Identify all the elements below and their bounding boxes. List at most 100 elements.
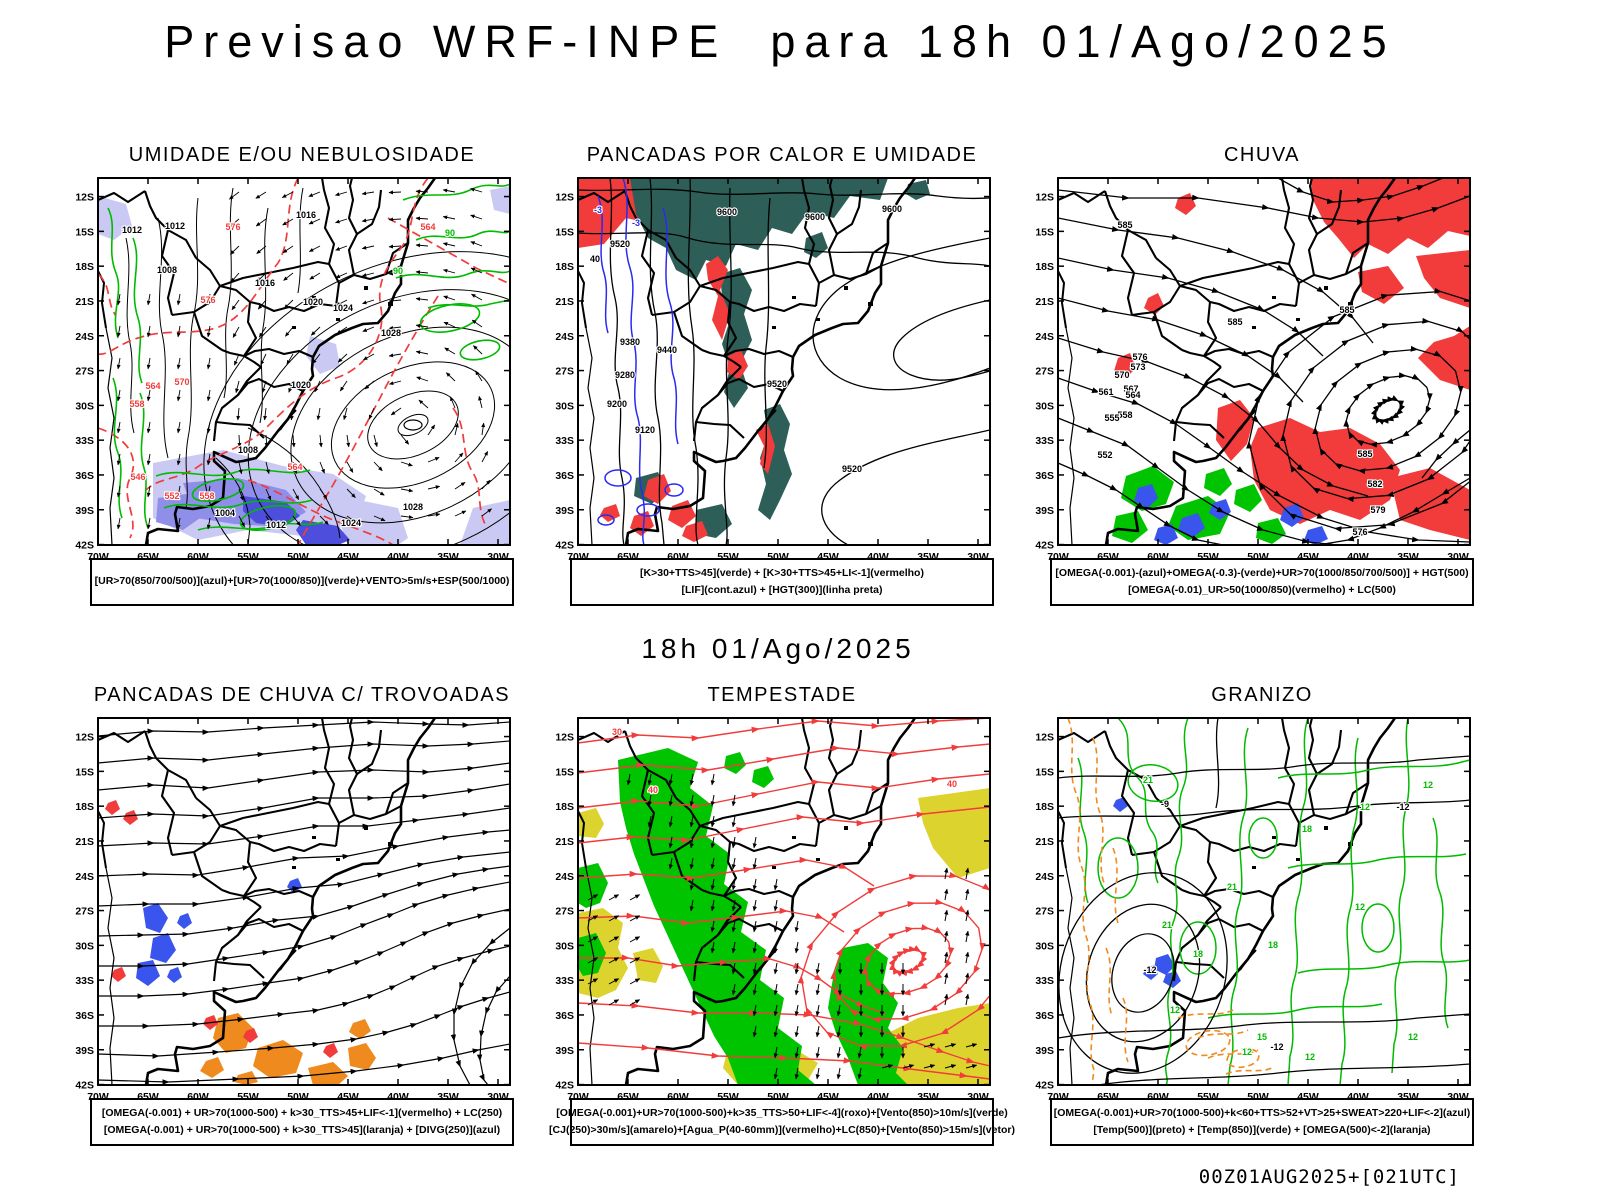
contour-value-label: 585 [1227,317,1242,327]
wind-vector [265,488,272,501]
wind-vector [257,272,267,282]
lat-tick-label: 39S [1035,505,1054,517]
wind-vector [285,326,294,337]
wind-vector [309,299,321,308]
wind-vector [308,218,321,225]
shaded-region [143,903,168,933]
wind-vector [334,191,348,197]
caption-line: [LIF](cont.azul) + [HGT(300)](linha pret… [681,583,883,596]
wind-vector [881,1064,894,1069]
wind-vector [794,920,799,933]
contour-value-label: -9 [1161,799,1169,809]
contour-value-label: 570 [1114,370,1129,380]
shaded-region [243,496,300,527]
shaded-region [150,933,176,963]
wind-vector [731,983,736,996]
wind-vector [442,242,456,247]
map-content [1058,718,1470,1085]
wind-vector [415,297,429,302]
lat-tick-label: 24S [75,331,94,343]
contour-value-label: 564 [1125,390,1140,400]
contour-value-label: 40 [590,254,600,264]
wind-vector [668,773,673,786]
lat-tick-label: 33S [555,975,574,987]
wind-vector [773,1004,778,1017]
contour-value-label: 585 [1339,305,1354,315]
contour-line [1287,853,1467,869]
wind-vector [668,794,673,807]
lif-cell [597,514,615,526]
wind-vector [773,878,778,891]
wind-vector [176,293,181,306]
wind-vector [471,319,483,328]
wind-vector [335,299,348,307]
lat-tick-label: 33S [75,435,94,447]
contour-line [812,237,990,391]
wind-vector [470,214,483,220]
contour-value-label: 1008 [238,445,258,455]
shaded-region [1113,797,1128,812]
wind-vector [231,299,240,311]
shaded-region [644,474,671,504]
valid-time-label: 18h 01/Ago/2025 [641,633,915,664]
wind-vector [292,488,300,501]
contour-line [1297,959,1470,974]
wind-vector [944,930,949,943]
wind-vector [283,272,294,281]
contour-labels: 1012 1012 1008 1016 1016 1020 1024 1028 1020 1008… [121,209,456,531]
wind-vector [794,1046,799,1059]
lat-tick-label: 36S [1035,470,1054,482]
contour-line [597,195,609,334]
contour-line [215,457,251,545]
wind-vector [176,517,181,530]
contour-line [247,427,341,539]
wind-vector [689,815,694,828]
wind-vector [282,218,294,226]
wind-vector [710,899,715,912]
lat-tick-label: 36S [1035,1010,1054,1022]
shaded-region [200,1057,224,1078]
wind-vector [794,1025,799,1038]
lat-tick-label: 21S [1035,296,1054,308]
wind-vector [228,191,240,200]
contour-line [112,377,123,519]
wind-vector [176,453,181,466]
wind-vector [257,299,267,310]
wind-vector [316,407,321,421]
wind-vector [710,794,715,807]
forecast-panel-umidade-nebulosidade: UMIDADE E/OU NEBULOSIDADE 12S 15S 18S 21S 24… [58,138,538,678]
contour-line [1207,1049,1259,1059]
contour-value-label: 570 [174,377,189,387]
caption-line: [OMEGA(-0.01)_UR>50(1000/850)(vermelho) … [1128,583,1396,596]
contour-value-label: 12 [1360,802,1370,812]
shaded-region [600,504,620,522]
lat-tick-label: 30S [555,940,574,952]
lat-tick-label: 24S [75,871,94,883]
contour-value-label: 12 [1408,1032,1418,1042]
caption-line: [CJ(250)>30m/s](amarelo)+[Agua_P(40-60mm… [549,1123,1015,1136]
contour-value-label: 18 [1193,949,1203,959]
lat-tick-label: 12S [1035,192,1054,204]
contour-line [1117,718,1159,884]
panel-title: UMIDADE E/OU NEBULOSIDADE [128,144,476,166]
wind-vector [361,191,375,196]
contour-value-label: 1004 [215,508,235,518]
wind-vector [481,422,486,436]
wind-vector [752,962,757,975]
contour-line [1067,718,1095,1085]
lat-tick-label: 18S [1035,261,1054,273]
contour-line [1197,1029,1249,1039]
wind-vector [587,894,599,901]
lif-cell [636,503,660,517]
isobar-ring [330,361,496,489]
contour-value-label: -3 [594,205,602,215]
wind-vector [238,488,244,501]
caption-line: [OMEGA(-0.001)+UR>70(1000-500)+k<60+TTS>… [1053,1107,1471,1120]
wind-vector [362,326,375,332]
contour-value-label: 9600 [805,212,825,222]
wind-vector [176,421,181,434]
wind-vector [388,271,402,276]
wind-vector [255,191,267,199]
wind-vector [415,270,429,275]
panel-caption: [OMEGA(-0.001) + UR>70(1000-500) + k>30_… [90,1098,514,1146]
